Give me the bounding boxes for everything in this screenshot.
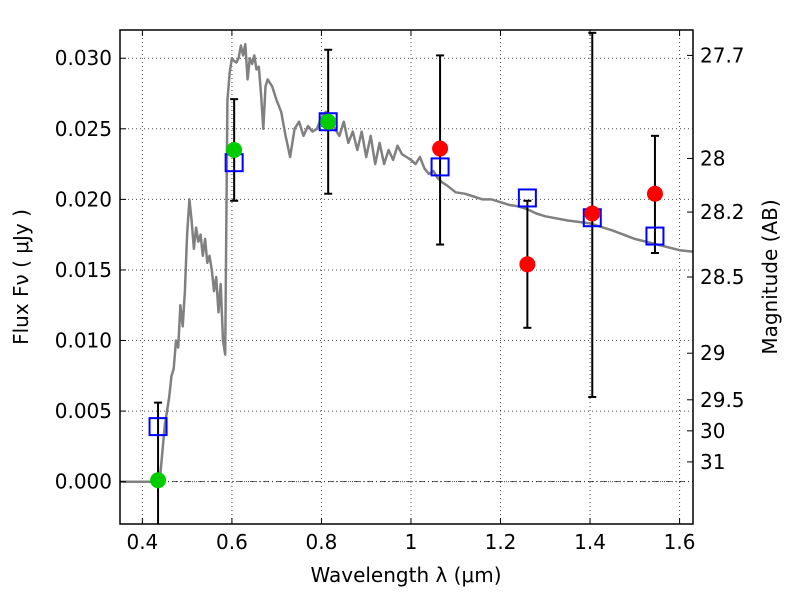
x-tick-label: 1.6: [664, 530, 696, 554]
red-data-point: [519, 256, 536, 273]
red-data-point: [432, 140, 449, 157]
x-tick-label: 0.8: [306, 530, 338, 554]
y2-tick-label: 31: [700, 450, 725, 474]
model-spectrum-line: [120, 42, 693, 483]
y2-tick-label: 27.7: [700, 43, 745, 67]
data-markers: [148, 112, 665, 489]
x-tick-label: 1.4: [574, 530, 606, 554]
model-photometry-square: [645, 226, 665, 246]
y-tick-label: 0.000: [55, 470, 112, 494]
red-data-point: [646, 185, 663, 202]
y2-tick-label: 30: [700, 419, 725, 443]
axis-ticks: 0.4 0.6 0.8 1 1.2 1.4 1.6 0.000 0.005 0.010 0.015 0…: [55, 30, 745, 554]
y-tick-label: 0.030: [55, 46, 112, 70]
model-photometry-square: [148, 417, 168, 437]
red-data-point: [584, 205, 601, 222]
model-photometry-square: [430, 157, 450, 177]
y-tick-label: 0.025: [55, 117, 112, 141]
x-tick-label: 0.4: [126, 530, 158, 554]
y2-tick-label: 28: [700, 146, 725, 170]
green-data-point: [150, 472, 167, 489]
green-data-point: [320, 113, 337, 130]
y2-tick-label: 29.5: [700, 388, 745, 412]
y2-axis-title: Magnitude (AB): [758, 199, 782, 354]
y2-tick-label: 28.5: [700, 265, 745, 289]
errorbars: [154, 31, 659, 524]
x-tick-label: 0.6: [216, 530, 248, 554]
y-tick-label: 0.020: [55, 187, 112, 211]
green-data-point: [226, 141, 243, 158]
grid: [120, 30, 693, 524]
model-photometry-square: [318, 112, 338, 132]
x-tick-label: 1: [405, 530, 418, 554]
y-tick-label: 0.010: [55, 329, 112, 353]
y-axis-title: Flux Fν ( μJy ): [9, 209, 33, 345]
model-photometry-square: [517, 188, 537, 208]
y2-tick-label: 29: [700, 341, 725, 365]
x-tick-label: 1.2: [485, 530, 517, 554]
x-axis-title: Wavelength λ (μm): [310, 563, 501, 587]
plot-frame: [119, 29, 694, 525]
y2-tick-label: 28.2: [700, 200, 745, 224]
y-tick-label: 0.005: [55, 399, 112, 423]
y-tick-label: 0.015: [55, 258, 112, 282]
